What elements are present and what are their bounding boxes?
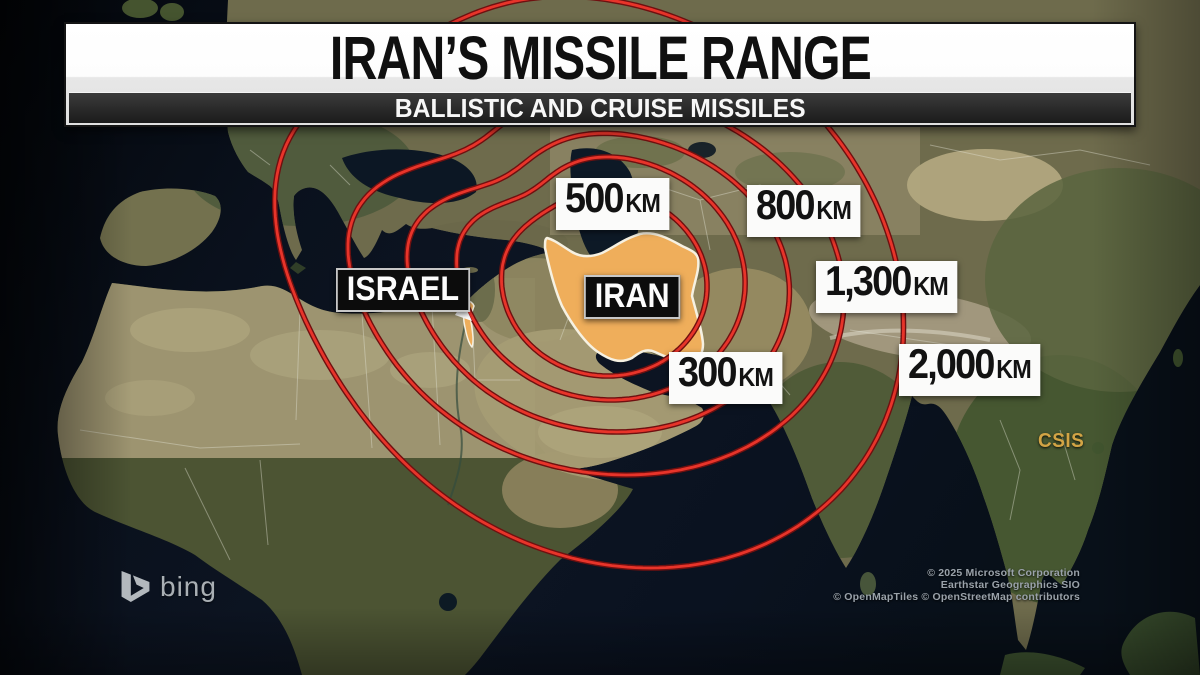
range-unit: KM — [913, 271, 949, 301]
lake-victoria — [439, 593, 457, 611]
headline-title: IRAN’S MISSILE RANGE — [66, 24, 1134, 92]
range-value: 1,300 — [825, 257, 912, 304]
range-unit: KM — [816, 195, 852, 225]
attribution-line: © 2025 Microsoft Corporation — [927, 567, 1080, 579]
israel-label: ISRAEL — [336, 268, 470, 312]
range-label-2000km: 2,000 KM — [899, 343, 1040, 396]
range-unit: KM — [738, 362, 774, 392]
range-unit: KM — [996, 354, 1032, 384]
attribution-line: © OpenMapTiles © OpenStreetMap contribut… — [833, 591, 1080, 603]
map-attribution: © 2025 Microsoft Corporation Earthstar G… — [680, 567, 1080, 603]
source-credit: CSIS — [1038, 430, 1085, 452]
range-label-800km: 800 KM — [747, 184, 860, 237]
range-value: 2,000 — [908, 340, 995, 387]
headline-subtitle-text: BALLISTIC AND CRUISE MISSILES — [394, 92, 806, 123]
range-value: 800 — [756, 181, 815, 228]
headline-subtitle-bar: BALLISTIC AND CRUISE MISSILES — [69, 92, 1131, 123]
range-value: 500 — [565, 174, 624, 221]
headline-title-text: IRAN’S MISSILE RANGE — [329, 24, 871, 92]
range-label-300km: 300 KM — [669, 351, 782, 404]
bing-logo: bing — [121, 571, 217, 603]
bing-logo-text: bing — [160, 571, 217, 602]
bing-icon — [121, 571, 150, 602]
range-label-1300km: 1,300 KM — [816, 260, 957, 313]
range-unit: KM — [625, 188, 661, 218]
attribution-line: Earthstar Geographics SIO — [940, 579, 1080, 591]
headline-banner: IRAN’S MISSILE RANGE BALLISTIC AND CRUIS… — [64, 22, 1136, 127]
range-value: 300 — [678, 348, 737, 395]
range-label-500km: 500 KM — [556, 177, 669, 230]
iran-label: IRAN — [584, 275, 681, 319]
